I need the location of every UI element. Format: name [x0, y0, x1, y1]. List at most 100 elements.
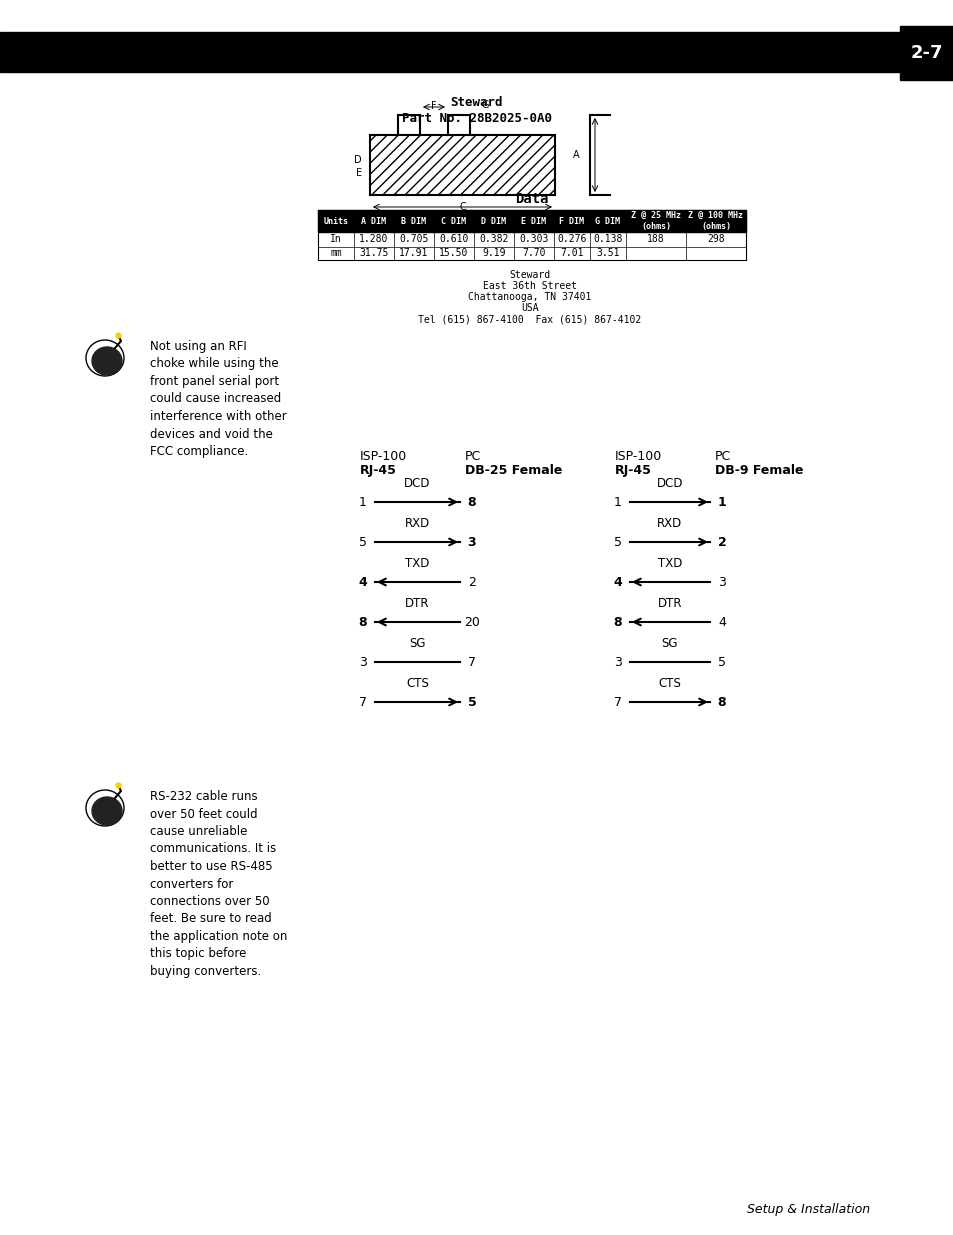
Text: 3: 3 — [718, 576, 725, 589]
Text: 0.276: 0.276 — [557, 235, 586, 245]
Text: 2: 2 — [717, 536, 725, 548]
Text: G DIM: G DIM — [595, 216, 619, 226]
Text: B DIM: B DIM — [401, 216, 426, 226]
Text: 4: 4 — [613, 576, 621, 589]
Text: DCD: DCD — [656, 477, 682, 490]
Text: 3.51: 3.51 — [596, 248, 619, 258]
Text: 7.70: 7.70 — [521, 248, 545, 258]
Text: D DIM: D DIM — [481, 216, 506, 226]
Text: Units: Units — [323, 216, 348, 226]
Text: 3: 3 — [358, 656, 367, 668]
Text: East 36th Street: East 36th Street — [482, 282, 577, 291]
Text: In: In — [330, 235, 341, 245]
Text: 5: 5 — [614, 536, 621, 548]
Text: TXD: TXD — [658, 557, 681, 571]
Text: Z @ 100 MHz
(ohms): Z @ 100 MHz (ohms) — [688, 211, 742, 231]
Text: 8: 8 — [717, 695, 725, 709]
Text: 3: 3 — [614, 656, 621, 668]
Text: CTS: CTS — [406, 677, 429, 690]
Text: 31.75: 31.75 — [359, 248, 388, 258]
Text: C DIM: C DIM — [441, 216, 466, 226]
Text: USA: USA — [520, 303, 538, 312]
Text: TXD: TXD — [405, 557, 429, 571]
Text: A DIM: A DIM — [361, 216, 386, 226]
Text: 4: 4 — [358, 576, 367, 589]
Text: 8: 8 — [358, 615, 367, 629]
Text: 17.91: 17.91 — [399, 248, 428, 258]
Text: RXD: RXD — [657, 517, 682, 530]
Ellipse shape — [91, 347, 122, 375]
Text: SG: SG — [409, 637, 425, 650]
Text: 0.382: 0.382 — [478, 235, 508, 245]
Text: mm: mm — [330, 248, 341, 258]
Text: RXD: RXD — [404, 517, 430, 530]
Text: RJ-45: RJ-45 — [359, 464, 396, 477]
Bar — [899, 26, 953, 80]
Text: 188: 188 — [646, 235, 664, 245]
Text: 7: 7 — [468, 656, 476, 668]
Text: Not using an RFI
choke while using the
front panel serial port
could cause incre: Not using an RFI choke while using the f… — [150, 340, 287, 458]
Ellipse shape — [91, 797, 122, 825]
Text: E: E — [355, 168, 361, 178]
Text: 5: 5 — [718, 656, 725, 668]
Text: DB-9 Female: DB-9 Female — [714, 464, 802, 477]
Text: DB-25 Female: DB-25 Female — [464, 464, 561, 477]
Text: F DIM: F DIM — [558, 216, 584, 226]
Text: RS-232 cable runs
over 50 feet could
cause unreliable
communications. It is
bett: RS-232 cable runs over 50 feet could cau… — [150, 790, 287, 978]
Text: 1: 1 — [358, 495, 367, 509]
Text: 1: 1 — [717, 495, 725, 509]
Text: ISP-100: ISP-100 — [615, 450, 661, 463]
Text: PC: PC — [464, 450, 480, 463]
Text: Z @ 25 MHz
(ohms): Z @ 25 MHz (ohms) — [630, 211, 680, 231]
Text: F: F — [431, 101, 436, 111]
Text: 0.705: 0.705 — [399, 235, 428, 245]
Text: 2-7: 2-7 — [910, 44, 943, 62]
Text: ISP-100: ISP-100 — [359, 450, 407, 463]
Text: Tel (615) 867-4100  Fax (615) 867-4102: Tel (615) 867-4100 Fax (615) 867-4102 — [418, 314, 641, 324]
Text: DTR: DTR — [405, 597, 429, 610]
Text: 15.50: 15.50 — [438, 248, 468, 258]
Text: D: D — [354, 156, 361, 165]
Text: 2: 2 — [468, 576, 476, 589]
Bar — [0, 32, 953, 72]
Text: A: A — [573, 149, 579, 161]
Bar — [317, 210, 745, 232]
Text: B: B — [458, 212, 465, 222]
Text: 7: 7 — [358, 695, 367, 709]
Text: 0.303: 0.303 — [518, 235, 548, 245]
Text: 4: 4 — [718, 615, 725, 629]
Text: 3: 3 — [467, 536, 476, 548]
Bar — [317, 232, 745, 247]
Text: Steward: Steward — [509, 270, 550, 280]
Bar — [370, 135, 555, 195]
Bar — [317, 247, 745, 261]
Text: DTR: DTR — [657, 597, 681, 610]
Text: 9.19: 9.19 — [482, 248, 505, 258]
Text: DCD: DCD — [404, 477, 431, 490]
Text: 1.280: 1.280 — [359, 235, 388, 245]
Text: 0.610: 0.610 — [438, 235, 468, 245]
Text: Data: Data — [515, 191, 548, 206]
Text: 20: 20 — [463, 615, 479, 629]
Text: E DIM: E DIM — [521, 216, 546, 226]
Text: 7.01: 7.01 — [559, 248, 583, 258]
Text: 5: 5 — [358, 536, 367, 548]
Text: 1: 1 — [614, 495, 621, 509]
Ellipse shape — [86, 340, 124, 375]
Ellipse shape — [86, 790, 124, 826]
Text: G: G — [480, 100, 488, 110]
Text: 0.138: 0.138 — [593, 235, 622, 245]
Text: Chattanooga, TN 37401: Chattanooga, TN 37401 — [468, 291, 591, 303]
Text: Part No. 28B2025-0A0: Part No. 28B2025-0A0 — [401, 111, 552, 125]
Text: SG: SG — [661, 637, 678, 650]
Text: RJ-45: RJ-45 — [615, 464, 651, 477]
Text: 5: 5 — [467, 695, 476, 709]
Text: 7: 7 — [614, 695, 621, 709]
Text: 298: 298 — [706, 235, 724, 245]
Text: PC: PC — [714, 450, 731, 463]
Text: 8: 8 — [467, 495, 476, 509]
Text: C: C — [458, 203, 465, 212]
Text: Steward: Steward — [450, 96, 503, 110]
Text: Setup & Installation: Setup & Installation — [746, 1203, 869, 1216]
Text: CTS: CTS — [658, 677, 680, 690]
